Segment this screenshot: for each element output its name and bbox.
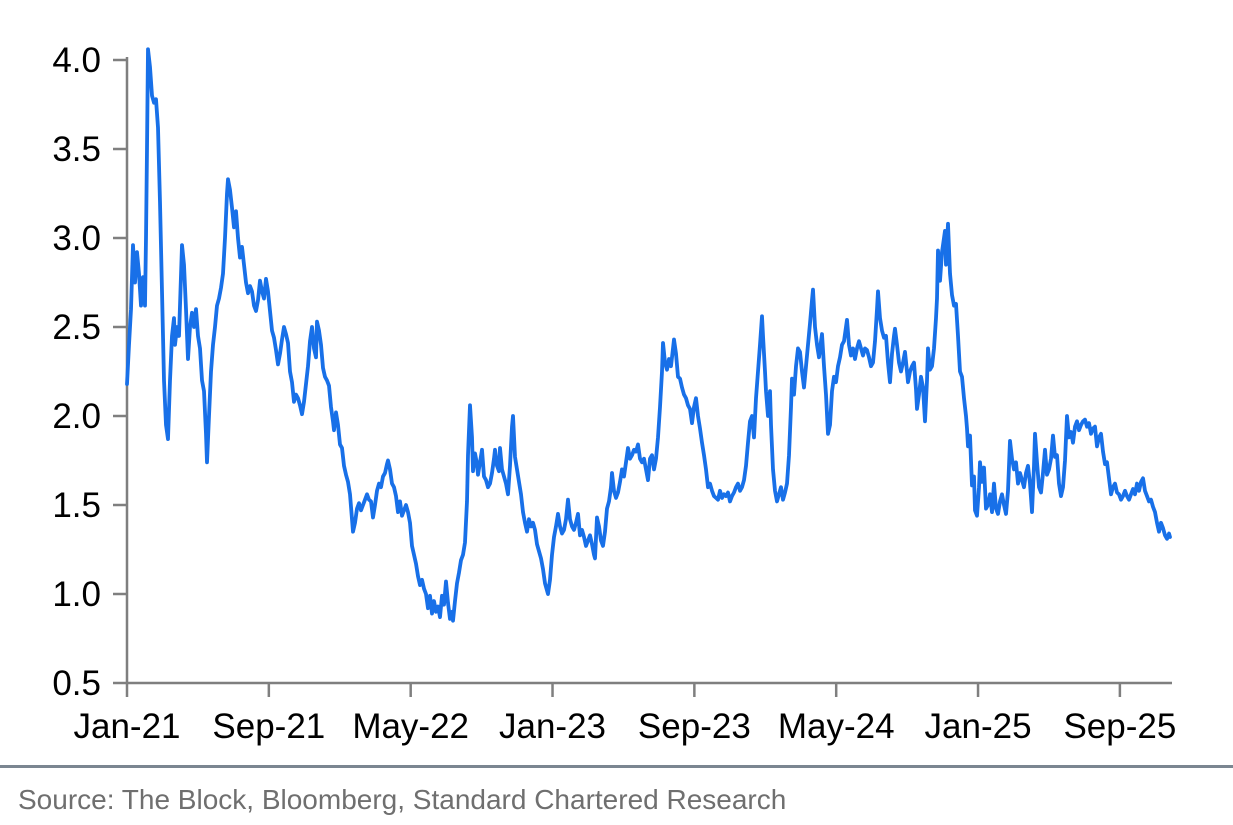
x-tick-label: May-24 xyxy=(778,707,895,746)
x-tick-label: Sep-25 xyxy=(1063,707,1176,746)
x-tick-label: May-22 xyxy=(352,707,469,746)
y-tick-label: 2.5 xyxy=(52,308,101,347)
y-tick-label: 1.5 xyxy=(52,486,101,525)
y-tick-label: 4.0 xyxy=(52,41,101,80)
source-attribution: Source: The Block, Bloomberg, Standard C… xyxy=(18,784,787,815)
x-tick-label: Sep-21 xyxy=(212,707,325,746)
y-tick-label: 1.0 xyxy=(52,575,101,614)
x-tick-label: Jan-23 xyxy=(499,707,606,746)
ratio-line-chart: 0.5 1.0 1.5 2.0 2.5 3.0 3.5 4.0 Jan-21 Sep-21 May-… xyxy=(52,41,1176,746)
x-tick-label: Sep-23 xyxy=(638,707,751,746)
x-tick-label: Jan-25 xyxy=(925,707,1032,746)
x-tick-label: Jan-21 xyxy=(73,707,180,746)
y-tick-label: 3.0 xyxy=(52,219,101,258)
y-tick-label: 2.0 xyxy=(52,397,101,436)
y-tick-label: 0.5 xyxy=(52,664,101,703)
y-tick-label: 3.5 xyxy=(52,130,101,169)
data-series-line xyxy=(125,47,1172,623)
footer-divider xyxy=(0,765,1233,768)
